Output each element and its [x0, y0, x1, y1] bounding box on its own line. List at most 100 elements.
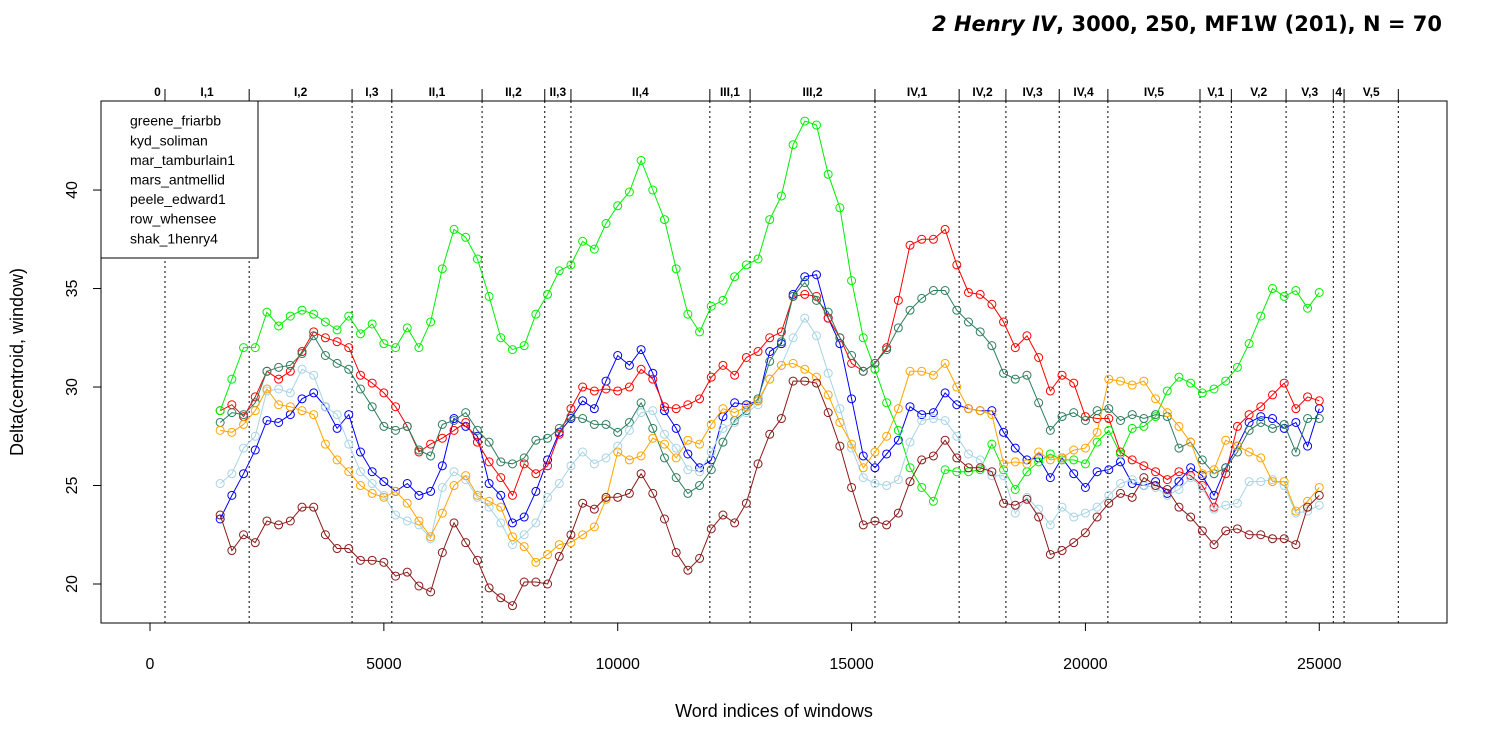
data-point [1232, 524, 1242, 534]
data-point [1104, 404, 1114, 414]
data-point [426, 486, 436, 496]
data-point [952, 467, 962, 477]
data-point [928, 451, 938, 461]
x-tick-label: 20000 [1063, 656, 1108, 673]
data-point [1115, 488, 1125, 498]
data-point [519, 577, 529, 587]
data-point [776, 191, 786, 201]
data-point [928, 234, 938, 244]
data-point [636, 469, 646, 479]
data-point [531, 435, 541, 445]
data-point [624, 488, 634, 498]
data-point [987, 439, 997, 449]
data-point [695, 394, 705, 404]
data-point [437, 547, 447, 557]
data-point [706, 301, 716, 311]
data-point [1197, 469, 1207, 479]
data-point [1162, 484, 1172, 494]
data-point [285, 402, 295, 412]
data-point [624, 360, 634, 370]
data-point [835, 404, 845, 414]
data-point [952, 382, 962, 392]
data-point [952, 400, 962, 410]
data-point [379, 557, 389, 567]
data-point [905, 437, 915, 447]
data-point [1291, 404, 1301, 414]
data-point [1010, 374, 1020, 384]
data-point [391, 425, 401, 435]
data-point [227, 408, 237, 418]
data-point [379, 477, 389, 487]
data-point [379, 421, 389, 431]
data-point [695, 553, 705, 563]
data-point [262, 516, 272, 526]
data-point [531, 469, 541, 479]
data-point [496, 457, 506, 467]
data-point [823, 313, 833, 323]
data-point [1022, 459, 1032, 469]
data-point [1057, 502, 1067, 512]
data-point [1162, 475, 1172, 485]
data-point [882, 398, 892, 408]
data-point [309, 502, 319, 512]
data-point [999, 465, 1009, 475]
title-rest: , 3000, 250, MF1W (201), N = 70 [1056, 12, 1442, 36]
data-point [578, 414, 588, 424]
data-point [543, 455, 553, 465]
data-point [578, 447, 588, 457]
data-point [461, 471, 471, 481]
data-point [262, 384, 272, 394]
data-point [1104, 374, 1114, 384]
data-point [648, 368, 658, 378]
data-point [987, 341, 997, 351]
data-point [589, 404, 599, 414]
data-point [554, 551, 564, 561]
data-point [1256, 530, 1266, 540]
data-point [636, 364, 646, 374]
data-point [870, 364, 880, 374]
data-point [519, 341, 529, 351]
data-point [765, 356, 775, 366]
data-point [835, 203, 845, 213]
data-point [788, 333, 798, 343]
data-point [613, 492, 623, 502]
data-point [1010, 484, 1020, 494]
data-point [239, 530, 249, 540]
data-point [858, 333, 868, 343]
data-point [367, 479, 377, 489]
data-point [297, 394, 307, 404]
data-point [1045, 520, 1055, 530]
data-point [355, 384, 365, 394]
data-point [917, 410, 927, 420]
data-point [589, 244, 599, 254]
data-point [484, 502, 494, 512]
data-point [297, 305, 307, 315]
data-point [227, 469, 237, 479]
data-point [402, 323, 412, 333]
data-point [671, 453, 681, 463]
scene-label: IV,3 [1022, 85, 1043, 99]
data-point [589, 504, 599, 514]
data-point [800, 116, 810, 126]
data-point [1221, 463, 1231, 473]
data-point [952, 305, 962, 315]
data-point [426, 532, 436, 542]
data-point [1256, 311, 1266, 321]
data-point [1244, 410, 1254, 420]
data-point [227, 546, 237, 556]
data-point [414, 490, 424, 500]
data-point [531, 557, 541, 567]
data-point [578, 498, 588, 508]
data-point [1022, 331, 1032, 341]
data-point [1045, 549, 1055, 559]
data-point [1162, 408, 1172, 418]
data-point [811, 120, 821, 130]
data-point [1104, 425, 1114, 435]
data-point [554, 540, 564, 550]
data-point [870, 358, 880, 368]
data-point [367, 555, 377, 565]
data-point [718, 510, 728, 520]
data-point [414, 445, 424, 455]
scene-label: III,2 [803, 85, 823, 99]
data-point [285, 388, 295, 398]
